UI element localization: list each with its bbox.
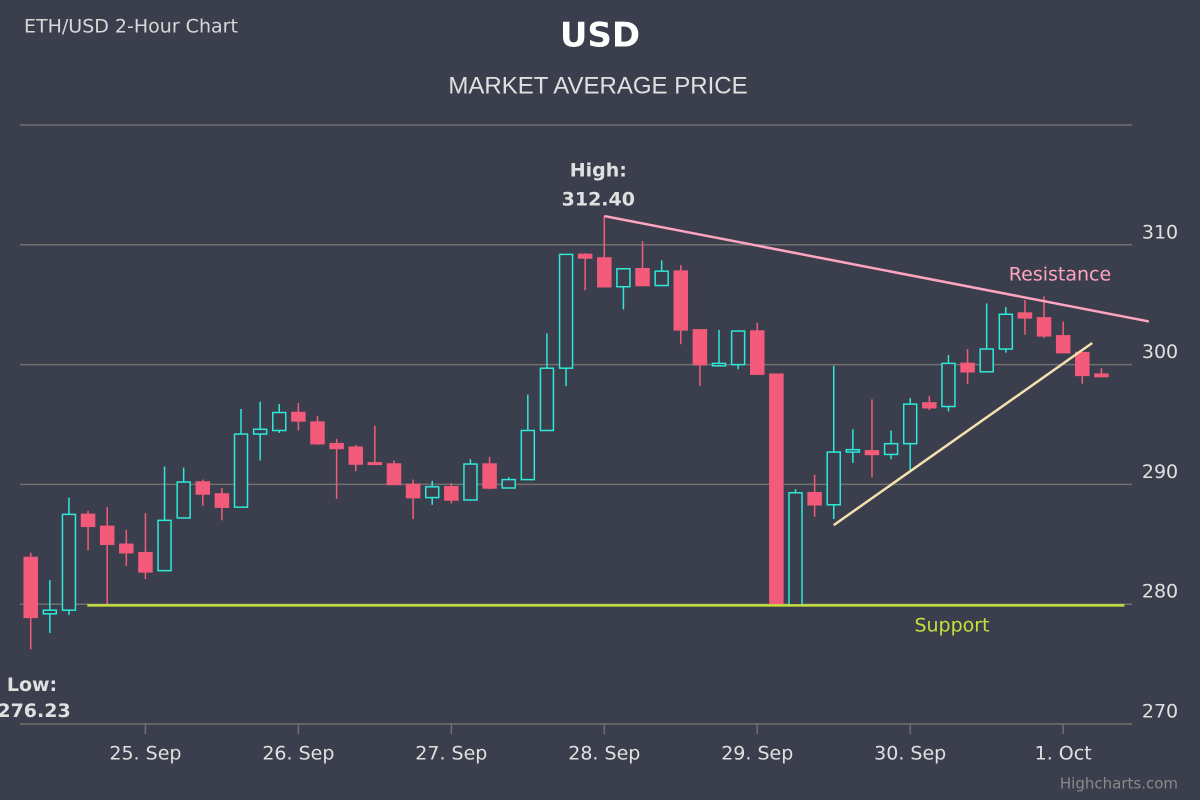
candle-body: [730, 330, 746, 366]
candle-body: [597, 257, 612, 288]
candle-body: [711, 362, 727, 367]
candle-body: [654, 270, 669, 287]
candle-body: [998, 313, 1014, 350]
low-annotation-label: Low:: [7, 674, 57, 696]
x-tick-label: 26. Sep: [262, 743, 334, 765]
candle-body: [23, 556, 38, 619]
candle-body: [482, 463, 497, 489]
candle-body: [424, 486, 440, 499]
candle-body: [444, 486, 459, 501]
candle-body: [1075, 351, 1090, 377]
credits[interactable]: Highcharts.com: [1060, 775, 1178, 793]
candle-body: [233, 433, 249, 508]
x-tick-label: 25. Sep: [109, 743, 181, 765]
candle-body: [864, 450, 880, 456]
candle-body: [1094, 373, 1109, 378]
candle-body: [616, 268, 631, 288]
trend-line: [604, 214, 1150, 323]
candle-body: [635, 268, 650, 287]
y-tick-label: 270: [1142, 701, 1178, 723]
trend-line-label: Support: [914, 615, 989, 637]
y-tick-label: 280: [1142, 581, 1178, 603]
candle-body: [807, 492, 822, 506]
chart-caption: ETH/USD 2-Hour Chart: [24, 16, 238, 38]
trend-line: [833, 342, 1093, 527]
candle-body: [558, 253, 574, 369]
x-tick-label: 30. Sep: [874, 743, 946, 765]
candle-body: [673, 270, 689, 331]
y-tick-label: 290: [1142, 461, 1178, 483]
candle-body: [386, 463, 402, 486]
x-tick-label: 28. Sep: [568, 743, 640, 765]
candle-body: [348, 446, 363, 465]
candle-body: [61, 513, 77, 611]
candle-body: [176, 481, 191, 519]
candle-body: [463, 463, 478, 501]
candle-body: [902, 403, 918, 445]
candle-body: [252, 428, 268, 435]
candle-body: [272, 411, 287, 432]
candle-body: [750, 330, 765, 375]
low-annotation-value: 276.23: [0, 700, 71, 722]
candle-body: [80, 513, 96, 528]
candle-body: [405, 483, 421, 499]
candle-body: [788, 492, 803, 607]
x-tick-label: 27. Sep: [415, 743, 487, 765]
candle-body: [1017, 312, 1033, 319]
candle-body: [922, 402, 937, 409]
x-tick-label: 29. Sep: [721, 743, 793, 765]
candle-body: [291, 411, 306, 422]
candle-body: [138, 551, 153, 573]
candle-body: [157, 519, 172, 572]
high-annotation-value: 312.40: [562, 189, 635, 211]
candle-body: [1036, 317, 1052, 337]
trend-line-label: Resistance: [1009, 264, 1111, 286]
candle-body: [769, 373, 784, 607]
candle-body: [214, 493, 230, 508]
y-tick-label: 300: [1142, 341, 1178, 363]
candle-body: [941, 362, 956, 408]
candle-body: [501, 478, 516, 489]
candle-body: [42, 609, 58, 615]
chart-title: USD: [560, 16, 640, 56]
candle-body: [99, 525, 115, 546]
y-tick-label: 310: [1142, 221, 1178, 243]
candle-body: [826, 451, 841, 506]
candle-body: [960, 362, 975, 373]
candle-body: [979, 348, 994, 373]
candle-body: [195, 481, 211, 495]
chart-subtitle: MARKET AVERAGE PRICE: [448, 72, 747, 99]
candle-body: [367, 462, 383, 466]
candle-body: [845, 448, 861, 453]
candle-body: [577, 253, 593, 259]
candle-body: [520, 429, 536, 481]
candle-body: [883, 442, 899, 456]
candle-body: [310, 421, 325, 445]
candle-body: [539, 367, 555, 432]
candle-body: [329, 442, 344, 450]
candle-body: [119, 543, 134, 554]
candle-body: [692, 329, 708, 366]
candle-body: [1055, 335, 1071, 354]
x-tick-label: 1. Oct: [1035, 743, 1092, 765]
high-annotation-label: High:: [570, 160, 627, 182]
